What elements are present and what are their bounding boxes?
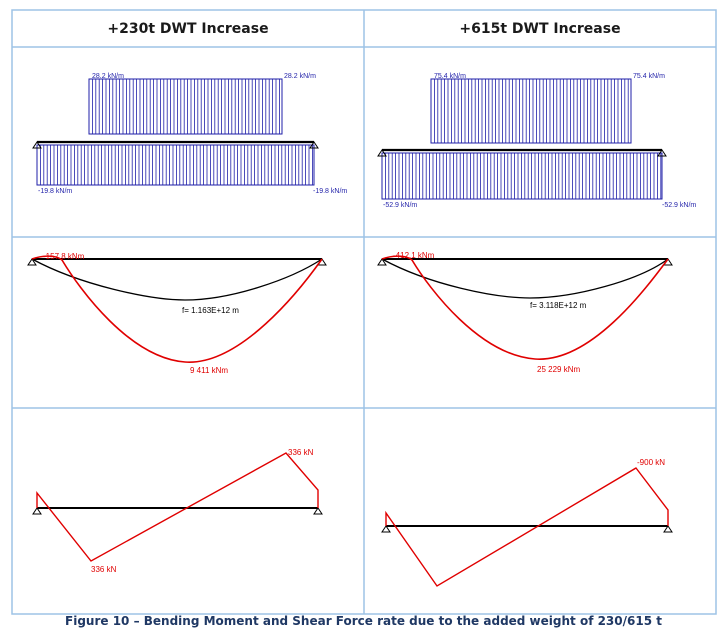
- deflection-label: f= 1.163E+12 m: [182, 306, 239, 315]
- moment-max-label: 9 411 kNm: [190, 366, 228, 375]
- shear-max-label: 336 kN: [288, 448, 314, 457]
- support-right-icon: [309, 141, 319, 149]
- upward-load-block: [430, 78, 632, 144]
- upward-load-block: [88, 78, 283, 135]
- moment-diagram-230t: -157.8 kNm f= 1.163E+12 m 9 411 kNm: [27, 252, 327, 375]
- support-left-icon: [377, 149, 387, 157]
- shear-line: [36, 452, 319, 562]
- shear-diagram-230t: 336 kN 336 kN: [32, 448, 323, 574]
- column-header-230t: +230t DWT Increase: [107, 21, 269, 37]
- deflection-curve: [381, 258, 669, 299]
- moment-curve: [31, 255, 323, 363]
- column-header-615t: +615t DWT Increase: [459, 21, 621, 37]
- shear-diagram-615t: -900 kN: [381, 458, 673, 587]
- shear-min-label: 336 kN: [91, 565, 117, 574]
- support-right-icon: [657, 149, 667, 157]
- load-label-top-left: 75.4 kN/m: [434, 73, 466, 80]
- load-label-bottom-right: -52.9 kN/m: [662, 202, 696, 209]
- load-diagram-615t: 75.4 kN/m 75.4 kN/m -52.9 kN/m -52.9 kN/…: [377, 73, 696, 209]
- load-label-bottom-left: -19.8 kN/m: [38, 188, 72, 195]
- support-right-icon: [313, 507, 323, 515]
- support-left-icon: [377, 258, 387, 266]
- shear-max-label: -900 kN: [637, 458, 665, 467]
- downward-load-block: [381, 152, 663, 200]
- support-right-icon: [663, 525, 673, 533]
- load-label-top-right: 75.4 kN/m: [633, 73, 665, 80]
- moment-label-left: -157.8 kNm: [43, 252, 85, 261]
- support-left-icon: [32, 141, 42, 149]
- moment-curve: [381, 255, 669, 360]
- moment-diagram-615t: -412.1 kNm f= 3.118E+12 m 25 229 kNm: [377, 251, 673, 374]
- support-left-icon: [32, 507, 42, 515]
- load-label-top-right: 28.2 kN/m: [284, 73, 316, 80]
- deflection-label: f= 3.118E+12 m: [530, 301, 587, 310]
- support-left-icon: [381, 525, 391, 533]
- load-label-top-left: 28.2 kN/m: [92, 73, 124, 80]
- load-label-bottom-left: -52.9 kN/m: [383, 202, 417, 209]
- support-left-icon: [27, 258, 37, 266]
- load-label-bottom-right: -19.8 kN/m: [313, 188, 347, 195]
- load-diagram-230t: 28.2 kN/m 28.2 kN/m -19.8 kN/m -19.8 kN/…: [32, 73, 347, 195]
- moment-max-label: 25 229 kNm: [537, 365, 580, 374]
- shear-line: [385, 467, 669, 587]
- figure-caption: Figure 10 – Bending Moment and Shear For…: [65, 614, 662, 628]
- deflection-curve: [31, 258, 323, 301]
- moment-label-left: -412.1 kNm: [393, 251, 435, 260]
- downward-load-block: [36, 144, 315, 186]
